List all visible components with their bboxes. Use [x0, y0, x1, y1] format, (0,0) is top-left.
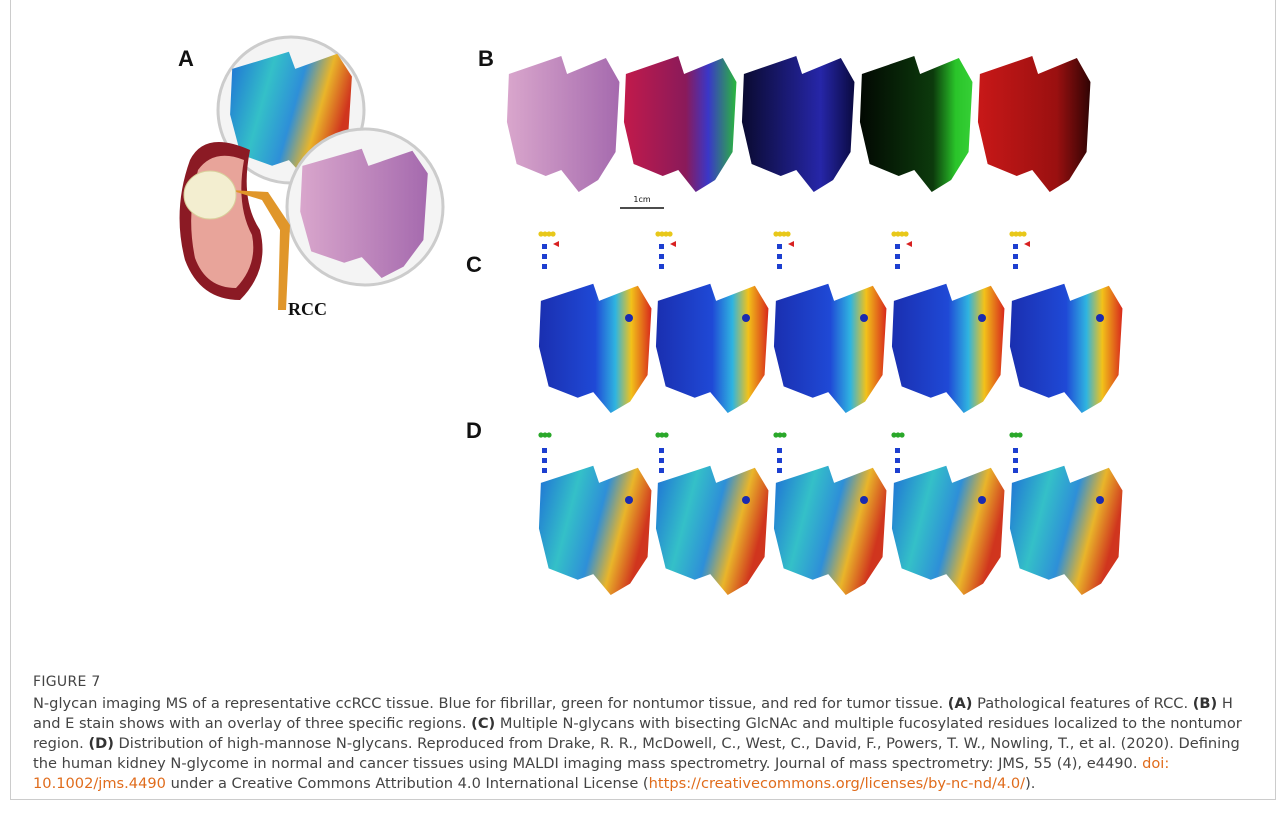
glycan-residue — [546, 432, 551, 437]
glycan-residue — [895, 448, 900, 453]
glycan-residue — [542, 448, 547, 453]
tissue-image — [774, 284, 887, 413]
caption-text: Pathological features of RCC. — [977, 695, 1188, 712]
tissue-image — [656, 284, 769, 413]
tissue-image — [892, 466, 1005, 595]
panel-label: A — [178, 46, 194, 71]
caption-text: Distribution of high-mannose N-glycans. … — [33, 735, 1240, 772]
glycan-residue — [895, 468, 900, 473]
glycan-residue — [777, 244, 782, 249]
glycan-residue — [1013, 448, 1018, 453]
tissue-image — [656, 466, 769, 595]
panel-label: B — [478, 46, 494, 71]
body: A B C D RCC 1cm FIGURE 7 N-glycan imagin… — [0, 0, 1287, 816]
glycan-residue — [659, 448, 664, 453]
glycan-residue — [777, 264, 782, 269]
hot-spot — [978, 314, 986, 322]
glycan-residue — [777, 458, 782, 463]
glycan-residue — [542, 458, 547, 463]
hot-spot — [625, 314, 633, 322]
tumor — [184, 171, 236, 219]
tissue-image — [742, 56, 855, 192]
glycan-residue — [1013, 244, 1018, 249]
figure: A B C D RCC 1cm — [0, 0, 1287, 640]
glycan-residue — [788, 241, 794, 247]
glycan-residue — [659, 244, 664, 249]
glycan-residue — [1024, 241, 1030, 247]
tissue-image — [1010, 466, 1123, 595]
glycan-residue — [777, 254, 782, 259]
caption-text: N-glycan imaging MS of a representative … — [33, 695, 943, 712]
caption-text: ). — [1025, 775, 1035, 792]
hot-spot — [978, 496, 986, 504]
tissue-image — [539, 284, 652, 413]
hot-spot — [860, 314, 868, 322]
caption-bold: (A) — [948, 695, 973, 712]
glycan-residue — [542, 264, 547, 269]
glycan-residue — [895, 264, 900, 269]
glycan-residue — [1013, 468, 1018, 473]
panel-label: C — [466, 252, 482, 277]
glycan-residue — [1013, 254, 1018, 259]
tissue-image — [774, 466, 887, 595]
caption-bold: (B) — [1193, 695, 1217, 712]
glycan-residue — [895, 458, 900, 463]
glycan-residue — [777, 468, 782, 473]
glycan-residue — [1013, 264, 1018, 269]
scale-bar-label: 1cm — [633, 195, 650, 204]
glycan-residue — [1013, 458, 1018, 463]
glycan-residue — [906, 241, 912, 247]
glycan-residue — [659, 264, 664, 269]
caption: FIGURE 7 N-glycan imaging MS of a repres… — [33, 672, 1258, 794]
glycan-residue — [663, 432, 668, 437]
tissue-image — [978, 56, 1091, 192]
hot-spot — [1096, 496, 1104, 504]
caption-bold: (C) — [471, 715, 495, 732]
glycan-residue — [903, 231, 908, 236]
caption-label: FIGURE 7 — [33, 672, 1258, 692]
glycan-residue — [659, 468, 664, 473]
tissue-image — [1010, 284, 1123, 413]
glycan-residue — [781, 432, 786, 437]
caption-bold: (D) — [88, 735, 113, 752]
tissue-image — [539, 466, 652, 595]
glycan-residue — [542, 254, 547, 259]
tissue-image — [624, 56, 737, 192]
caption-text: N-glycan imaging MS of a representative … — [33, 694, 1258, 794]
license-link[interactable]: https://creativecommons.org/licenses/by-… — [649, 775, 1025, 792]
glycan-residue — [659, 254, 664, 259]
hot-spot — [625, 496, 633, 504]
glycan-residue — [895, 244, 900, 249]
caption-text: under a Creative Commons Attribution 4.0… — [171, 775, 649, 792]
glycan-residue — [550, 231, 555, 236]
panel-label: D — [466, 418, 482, 443]
page: Figure 7 {"figure": { "panels": {"a": "A… — [0, 0, 1287, 816]
glycan-residue — [1021, 231, 1026, 236]
glycan-residue — [785, 231, 790, 236]
glycan-residue — [895, 254, 900, 259]
tissue-image — [892, 284, 1005, 413]
kidney-label: RCC — [288, 299, 327, 319]
hot-spot — [1096, 314, 1104, 322]
glycan-residue — [899, 432, 904, 437]
tissue-image — [860, 56, 973, 192]
hot-spot — [742, 314, 750, 322]
tissue-image — [507, 56, 620, 192]
glycan-residue — [670, 241, 676, 247]
glycan-residue — [667, 231, 672, 236]
glycan-residue — [553, 241, 559, 247]
glycan-residue — [659, 458, 664, 463]
glycan-residue — [1017, 432, 1022, 437]
glycan-residue — [542, 468, 547, 473]
glycan-residue — [777, 448, 782, 453]
hot-spot — [860, 496, 868, 504]
glycan-residue — [542, 244, 547, 249]
hot-spot — [742, 496, 750, 504]
